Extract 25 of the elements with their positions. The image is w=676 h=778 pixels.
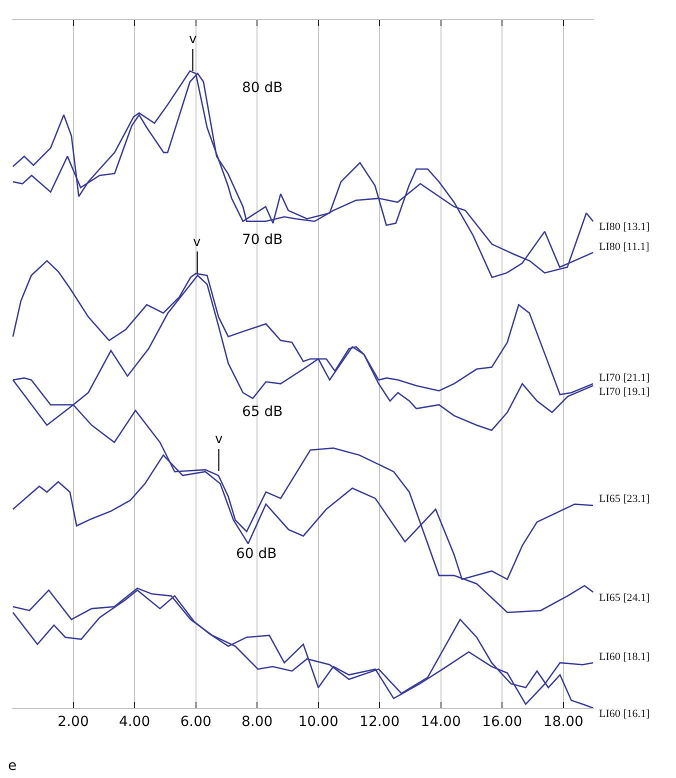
annotation: v [189,32,197,47]
series-label: LI65 [24.1] [599,592,650,604]
x-tick-label: 14.00 [420,714,461,730]
x-tick-label: 8.00 [241,714,273,730]
annotation: v [193,235,201,250]
annotation: 70 dB [242,232,283,248]
x-tick-label: 12.00 [360,714,400,730]
x-tick-label: 16.00 [482,714,522,730]
series-label: LI60 [18.1] [599,651,650,663]
annotation: v [215,432,223,447]
annotation: 80 dB [242,80,283,96]
series-label: LI65 [23.1] [599,493,650,505]
x-tick-label: 18.00 [543,714,584,730]
series-label: LI70 [21.1] [599,372,650,384]
x-tick-label: 10.00 [298,714,338,730]
series-label: LI80 [11.1] [599,241,650,253]
text: e [8,758,17,774]
x-tick-label: 2.00 [58,714,89,730]
series-label: LI80 [13.1] [599,221,650,233]
x-tick-label: 6.00 [180,714,212,730]
x-tick-label: 4.00 [118,714,150,730]
series-label: LI60 [16.1] [599,708,650,720]
series-label: LI70 [19.1] [599,386,650,398]
annotation: 60 dB [236,546,277,562]
annotation: 65 dB [242,404,283,420]
